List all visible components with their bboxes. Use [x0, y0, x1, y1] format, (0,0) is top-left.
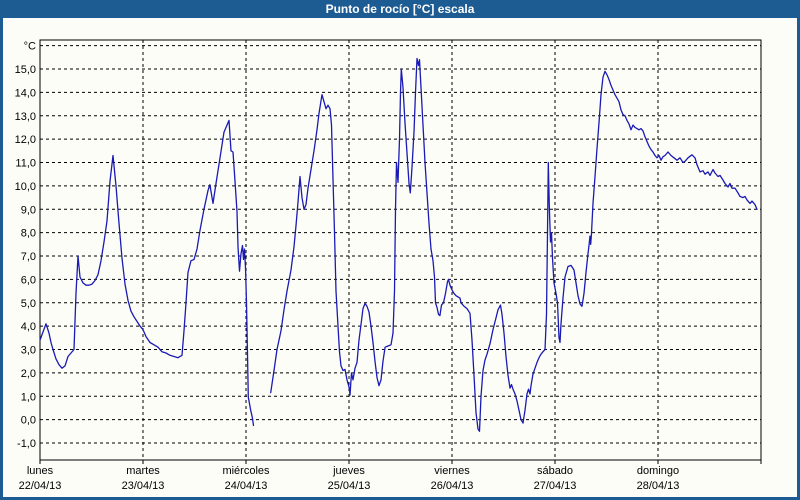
- y-axis-tick-label: 12,0: [15, 134, 36, 146]
- y-axis-tick-label: 7,0: [21, 251, 36, 263]
- y-axis-tick-label: 8,0: [21, 228, 36, 240]
- day-name-label: lunes: [27, 465, 54, 477]
- y-axis-tick-label: 14,0: [15, 87, 36, 99]
- y-axis-tick-label: -1,0: [17, 438, 36, 450]
- day-date-label: 28/04/13: [637, 480, 680, 492]
- day-name-label: miércoles: [222, 465, 270, 477]
- y-axis-tick-label: 11,0: [15, 158, 36, 170]
- day-name-label: viernes: [434, 465, 470, 477]
- y-axis-tick-label: 2,0: [21, 368, 36, 380]
- y-axis-tick-label: 15,0: [15, 64, 36, 76]
- y-axis-tick-label: 6,0: [21, 274, 36, 286]
- day-date-label: 27/04/13: [534, 480, 577, 492]
- day-name-label: domingo: [637, 465, 679, 477]
- y-axis-tick-label: 9,0: [21, 204, 36, 216]
- window-title: Punto de rocío [°C] escala: [325, 2, 475, 16]
- day-name-label: martes: [126, 465, 160, 477]
- y-axis-tick-label: 3,0: [21, 345, 36, 357]
- plot-border: [39, 39, 762, 461]
- day-name-label: sábado: [537, 465, 573, 477]
- y-axis-tick-label: 5,0: [21, 298, 36, 310]
- day-name-label: jueves: [332, 465, 365, 477]
- day-date-label: 23/04/13: [122, 480, 165, 492]
- y-axis-tick-label: 4,0: [21, 321, 36, 333]
- window-border-right: [797, 0, 800, 500]
- y-axis-unit-label: °C: [24, 41, 36, 53]
- day-date-label: 22/04/13: [19, 480, 62, 492]
- window-border-left: [0, 0, 3, 500]
- dewpoint-series-line: [39, 57, 758, 432]
- day-date-label: 25/04/13: [328, 480, 371, 492]
- day-date-label: 26/04/13: [431, 480, 474, 492]
- window-border-bottom: [0, 497, 800, 500]
- day-date-label: 24/04/13: [225, 480, 268, 492]
- y-axis-tick-label: 10,0: [15, 181, 36, 193]
- y-axis-tick-label: 0,0: [21, 415, 36, 427]
- title-bar: Punto de rocío [°C] escala: [0, 0, 800, 18]
- y-axis-tick-label: 1,0: [21, 391, 36, 403]
- y-axis-tick-label: 13,0: [15, 111, 36, 123]
